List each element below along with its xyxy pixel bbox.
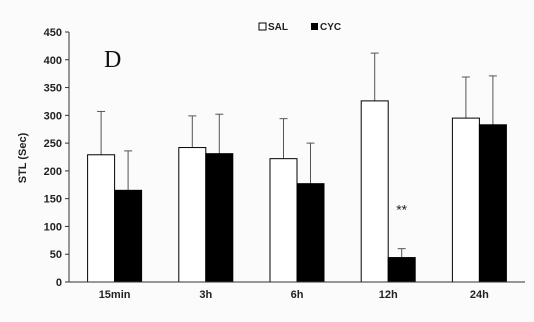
y-tick-label: 100 <box>44 221 62 233</box>
bar-cyc-15min <box>114 189 143 283</box>
legend-label-sal: SAL <box>268 22 288 33</box>
bars: ** <box>87 52 507 283</box>
x-tick-label: 15min <box>99 289 131 301</box>
significance-marker: ** <box>396 202 407 218</box>
legend-label-cyc: CYC <box>320 22 341 33</box>
legend-swatch-cyc <box>311 23 318 30</box>
bar-cyc-12h <box>387 257 416 283</box>
bar-sal-6h <box>269 158 298 283</box>
y-axis-label: STL (Sec) <box>17 132 29 183</box>
y-axis: 0 50 100 150 200 250 300 350 400 450 <box>44 27 70 289</box>
legend-swatch-sal <box>258 22 267 31</box>
y-tick-label: 250 <box>44 138 62 150</box>
legend: SAL CYC <box>258 22 341 33</box>
bar-sal-12h <box>360 100 389 283</box>
bar-sal-15min <box>87 154 116 283</box>
y-tick-label: 450 <box>44 27 62 39</box>
bar-sal-24h <box>451 117 480 283</box>
x-tick-label: 24h <box>470 289 489 301</box>
panel-label: D <box>104 47 121 73</box>
x-tick-label: 6h <box>291 289 304 301</box>
y-tick-label: 50 <box>50 249 62 261</box>
bar-cyc-24h <box>478 124 507 283</box>
bar-sal-3h <box>178 147 207 283</box>
bar-cyc-3h <box>205 153 234 283</box>
y-tick-label: 0 <box>56 277 62 289</box>
x-tick-label: 3h <box>199 289 212 301</box>
y-tick-label: 300 <box>44 110 62 122</box>
x-axis: 15min 3h 6h 12h 24h <box>69 281 525 301</box>
y-tick-label: 350 <box>44 83 62 95</box>
y-tick-label: 200 <box>44 166 62 178</box>
bar-cyc-6h <box>296 183 325 283</box>
y-tick-label: 400 <box>44 55 62 67</box>
x-tick-label: 12h <box>379 289 398 301</box>
y-tick-label: 150 <box>44 194 62 206</box>
